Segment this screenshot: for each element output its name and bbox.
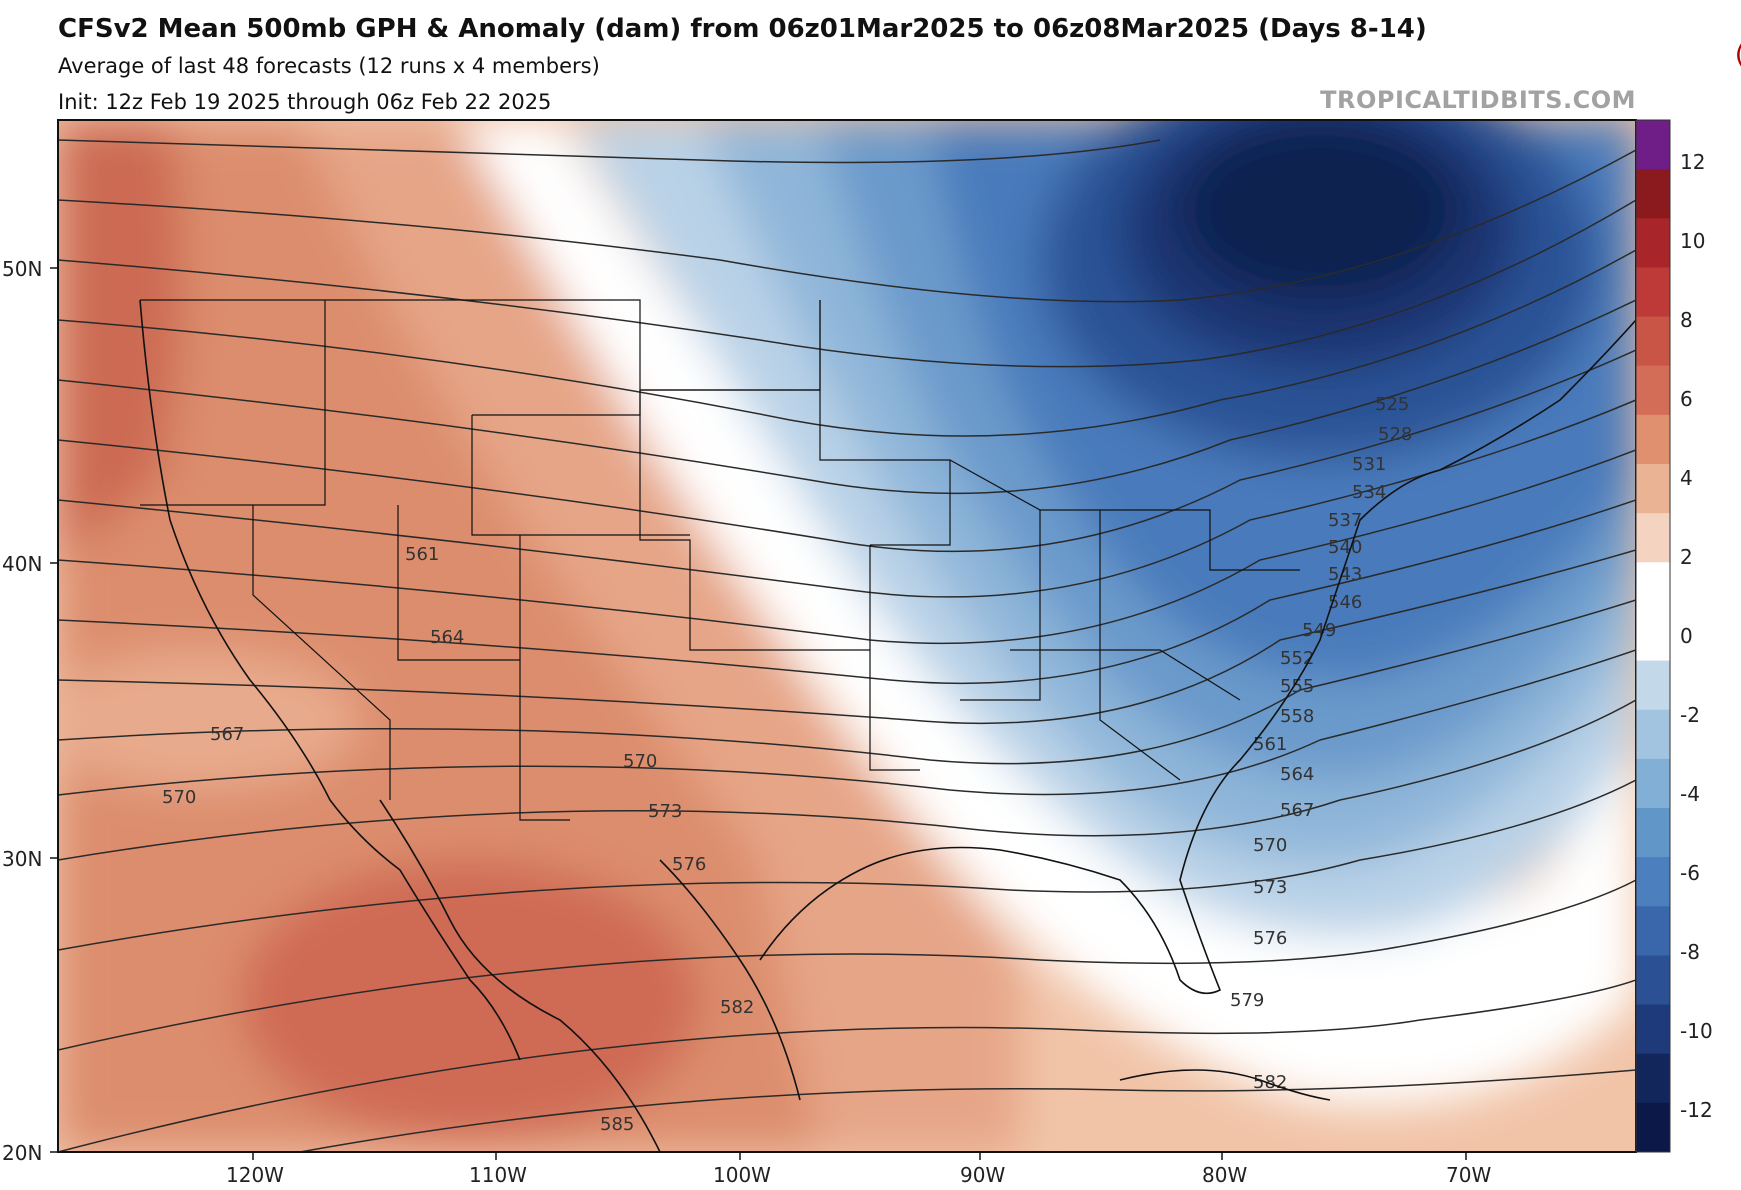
contour-labels: 525 528 531 534 537 540 543 546 549 552 … xyxy=(162,394,1412,1135)
lat-label-20n: 20N xyxy=(2,1141,42,1165)
lon-label-80w: 80W xyxy=(1202,1163,1247,1187)
colorbar-segment xyxy=(1636,857,1670,907)
subtitle-init: Init: 12z Feb 19 2025 through 06z Feb 22… xyxy=(58,90,552,114)
colorbar-segment xyxy=(1636,120,1670,170)
colorbar-label: 8 xyxy=(1680,308,1693,332)
lon-label-110w: 110W xyxy=(469,1163,527,1187)
contour-label: 540 xyxy=(1328,537,1362,558)
contour-label: 561 xyxy=(1253,734,1287,755)
colorbar-segment xyxy=(1636,562,1670,612)
coastlines xyxy=(139,299,1636,1152)
colorbar xyxy=(1635,119,1671,1153)
contour-label: 570 xyxy=(162,787,196,808)
contour-label: 561 xyxy=(405,544,439,565)
contour-label: 558 xyxy=(1280,706,1314,727)
colorbar-frame xyxy=(1635,119,1671,1153)
colorbar-segment xyxy=(1636,758,1670,809)
contour-label: 525 xyxy=(1375,394,1409,415)
lon-axis: 120W 110W 100W 90W 80W 70W xyxy=(226,1152,1491,1187)
contour-label: 573 xyxy=(1253,877,1287,898)
page-title: CFSv2 Mean 500mb GPH & Anomaly (dam) fro… xyxy=(58,14,1427,44)
colorbar-segment xyxy=(1636,660,1670,711)
colorbar-label: -8 xyxy=(1680,940,1700,964)
colorbar-segment xyxy=(1636,513,1670,563)
contour-label: 549 xyxy=(1302,620,1336,641)
colorbar-segment xyxy=(1636,1004,1670,1055)
contour-label: 585 xyxy=(600,1114,634,1135)
contour-label: 582 xyxy=(720,997,754,1018)
contour-label: 576 xyxy=(672,854,706,875)
colorbar-segment xyxy=(1636,218,1670,268)
colorbar-label: -4 xyxy=(1680,782,1700,806)
colorbar-segment xyxy=(1636,414,1670,465)
contour-label: 528 xyxy=(1378,424,1412,445)
colorbar-segment xyxy=(1636,1102,1670,1153)
lon-label-70w: 70W xyxy=(1446,1163,1491,1187)
colorbar-segment xyxy=(1636,316,1670,367)
colorbar-segment xyxy=(1636,365,1670,416)
lon-label-100w: 100W xyxy=(713,1163,771,1187)
corner-mark: ( xyxy=(1735,40,1741,70)
state-borders xyxy=(140,299,1300,821)
colorbar-label: 10 xyxy=(1680,229,1705,253)
height-contours xyxy=(58,139,1636,1152)
colorbar-label: 12 xyxy=(1680,150,1705,174)
colorbar-segment xyxy=(1636,464,1670,514)
lat-axis: 50N 40N 30N 20N xyxy=(2,257,58,1165)
colorbar-labels: 12 10 8 6 4 2 0 -2 -4 -6 -8 -10 -12 xyxy=(1680,150,1713,1122)
subtitle-average: Average of last 48 forecasts (12 runs x … xyxy=(58,54,600,78)
colorbar-label: 4 xyxy=(1680,466,1693,490)
lon-label-120w: 120W xyxy=(226,1163,284,1187)
colorbar-label: -2 xyxy=(1680,703,1700,727)
contour-label: 570 xyxy=(623,751,657,772)
colorbar-segment xyxy=(1636,611,1670,662)
contour-label: 579 xyxy=(1230,990,1264,1011)
colorbar-segment xyxy=(1636,169,1670,219)
colorbar-label: -12 xyxy=(1680,1098,1713,1122)
colorbar-segment xyxy=(1636,808,1670,858)
colorbar-label: 2 xyxy=(1680,545,1693,569)
contour-label: 555 xyxy=(1280,676,1314,697)
contour-label: 531 xyxy=(1352,454,1386,475)
anomaly-field xyxy=(58,120,1636,1152)
contour-label: 546 xyxy=(1328,592,1362,613)
colorbar-segment xyxy=(1636,709,1670,760)
lon-label-90w: 90W xyxy=(960,1163,1005,1187)
contour-label: 564 xyxy=(430,627,464,648)
contour-label: 552 xyxy=(1280,648,1314,669)
lat-label-40n: 40N xyxy=(2,552,42,576)
lat-label-50n: 50N xyxy=(2,257,42,281)
contour-label: 567 xyxy=(1280,800,1314,821)
lat-label-30n: 30N xyxy=(2,847,42,871)
colorbar-label: 6 xyxy=(1680,387,1693,411)
contour-label: 573 xyxy=(648,801,682,822)
brand-watermark: TROPICALTIDBITS.COM xyxy=(1320,86,1636,114)
contour-label: 582 xyxy=(1253,1072,1287,1093)
contour-label: 537 xyxy=(1328,510,1362,531)
colorbar-label: -10 xyxy=(1680,1019,1713,1043)
colorbar-label: 0 xyxy=(1680,624,1693,648)
contour-label: 576 xyxy=(1253,928,1287,949)
colorbar-segment xyxy=(1636,267,1670,318)
colorbar-label: -6 xyxy=(1680,861,1700,885)
contour-label: 570 xyxy=(1253,835,1287,856)
colorbar-segment xyxy=(1636,1053,1670,1104)
contour-label: 534 xyxy=(1352,482,1386,503)
contour-label: 564 xyxy=(1280,764,1314,785)
colorbar-segment xyxy=(1636,955,1670,1006)
contour-label: 543 xyxy=(1328,564,1362,585)
colorbar-segment xyxy=(1636,906,1670,956)
contour-label: 567 xyxy=(210,724,244,745)
